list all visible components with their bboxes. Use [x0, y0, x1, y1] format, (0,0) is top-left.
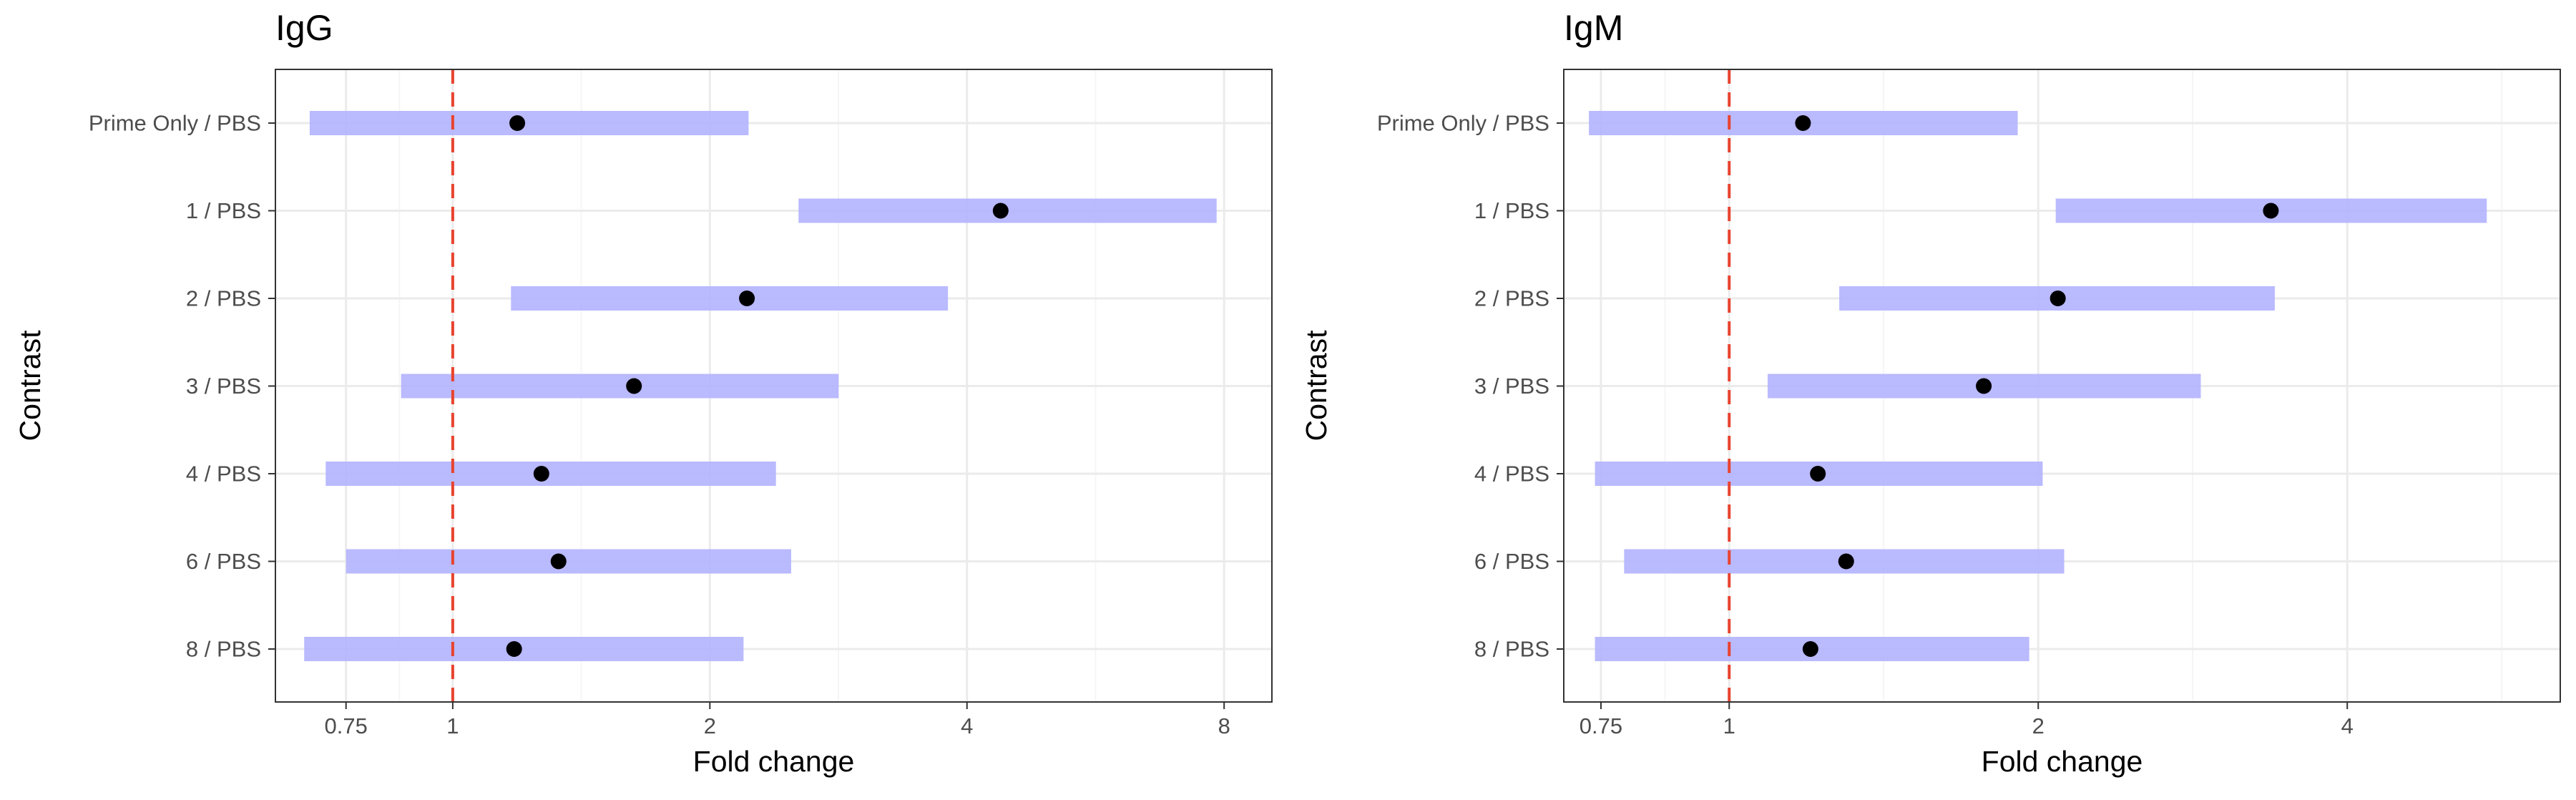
x-axis-title: Fold change — [693, 745, 855, 778]
panel-title-igm: IgM — [1564, 8, 1624, 48]
ci-bar — [309, 111, 749, 135]
y-tick-label: 4 / PBS — [186, 462, 261, 487]
x-tick-label: 4 — [2341, 713, 2354, 738]
ci-bar — [346, 549, 791, 574]
ci-bar — [325, 462, 776, 486]
x-tick-label: 2 — [2032, 713, 2044, 738]
y-tick-label: Prime Only / PBS — [89, 111, 261, 136]
x-tick-label: 1 — [446, 713, 459, 738]
y-tick-label: 6 / PBS — [186, 549, 261, 574]
data-point — [1838, 553, 1854, 570]
data-point — [1802, 641, 1818, 657]
ci-bar — [511, 286, 949, 311]
panel-igm: Prime Only / PBS 1 / PBS 2 / PBS 3 / PBS 4 /… — [1300, 69, 2561, 778]
x-tick-label: 8 — [1218, 713, 1230, 738]
x-tick-label: 4 — [961, 713, 973, 738]
panel-igg: Prime Only / PBS 1 / PBS 2 / PBS 3 / PBS 4 /… — [14, 69, 1273, 778]
y-tick-label: 8 / PBS — [1474, 637, 1549, 662]
x-tick-label: 0.75 — [325, 713, 368, 738]
y-tick-label: 6 / PBS — [1474, 549, 1549, 574]
y-tick-label: 2 / PBS — [186, 286, 261, 311]
y-tick-label: 3 / PBS — [1474, 374, 1549, 399]
data-point — [509, 115, 526, 131]
y-tick-label: 1 / PBS — [186, 198, 261, 223]
panel-title-igg: IgG — [275, 8, 333, 48]
y-tick-label: Prime Only / PBS — [1377, 111, 1549, 136]
y-tick-label: 2 / PBS — [1474, 286, 1549, 311]
y-tick-label: 4 / PBS — [1474, 462, 1549, 487]
data-point — [550, 553, 567, 570]
x-axis-title: Fold change — [1982, 745, 2143, 778]
data-point — [739, 291, 755, 306]
data-point — [1976, 378, 1992, 394]
x-tick-label: 2 — [704, 713, 716, 738]
y-tick-label: 1 / PBS — [1474, 198, 1549, 223]
ci-bar — [304, 637, 744, 661]
x-tick-label: 1 — [1723, 713, 1735, 738]
y-axis-title: Contrast — [14, 330, 46, 442]
y-axis-title: Contrast — [1300, 330, 1333, 442]
y-tick-label: 3 / PBS — [186, 374, 261, 399]
data-point — [2263, 203, 2279, 219]
data-point — [992, 203, 1009, 219]
data-point — [1795, 115, 1811, 131]
data-point — [2049, 291, 2066, 306]
data-point — [533, 466, 549, 482]
data-point — [1810, 466, 1826, 482]
data-point — [506, 641, 522, 657]
data-point — [626, 378, 642, 394]
ci-bar — [401, 374, 839, 399]
y-tick-label: 8 / PBS — [186, 637, 261, 662]
x-tick-label: 0.75 — [1580, 713, 1622, 738]
